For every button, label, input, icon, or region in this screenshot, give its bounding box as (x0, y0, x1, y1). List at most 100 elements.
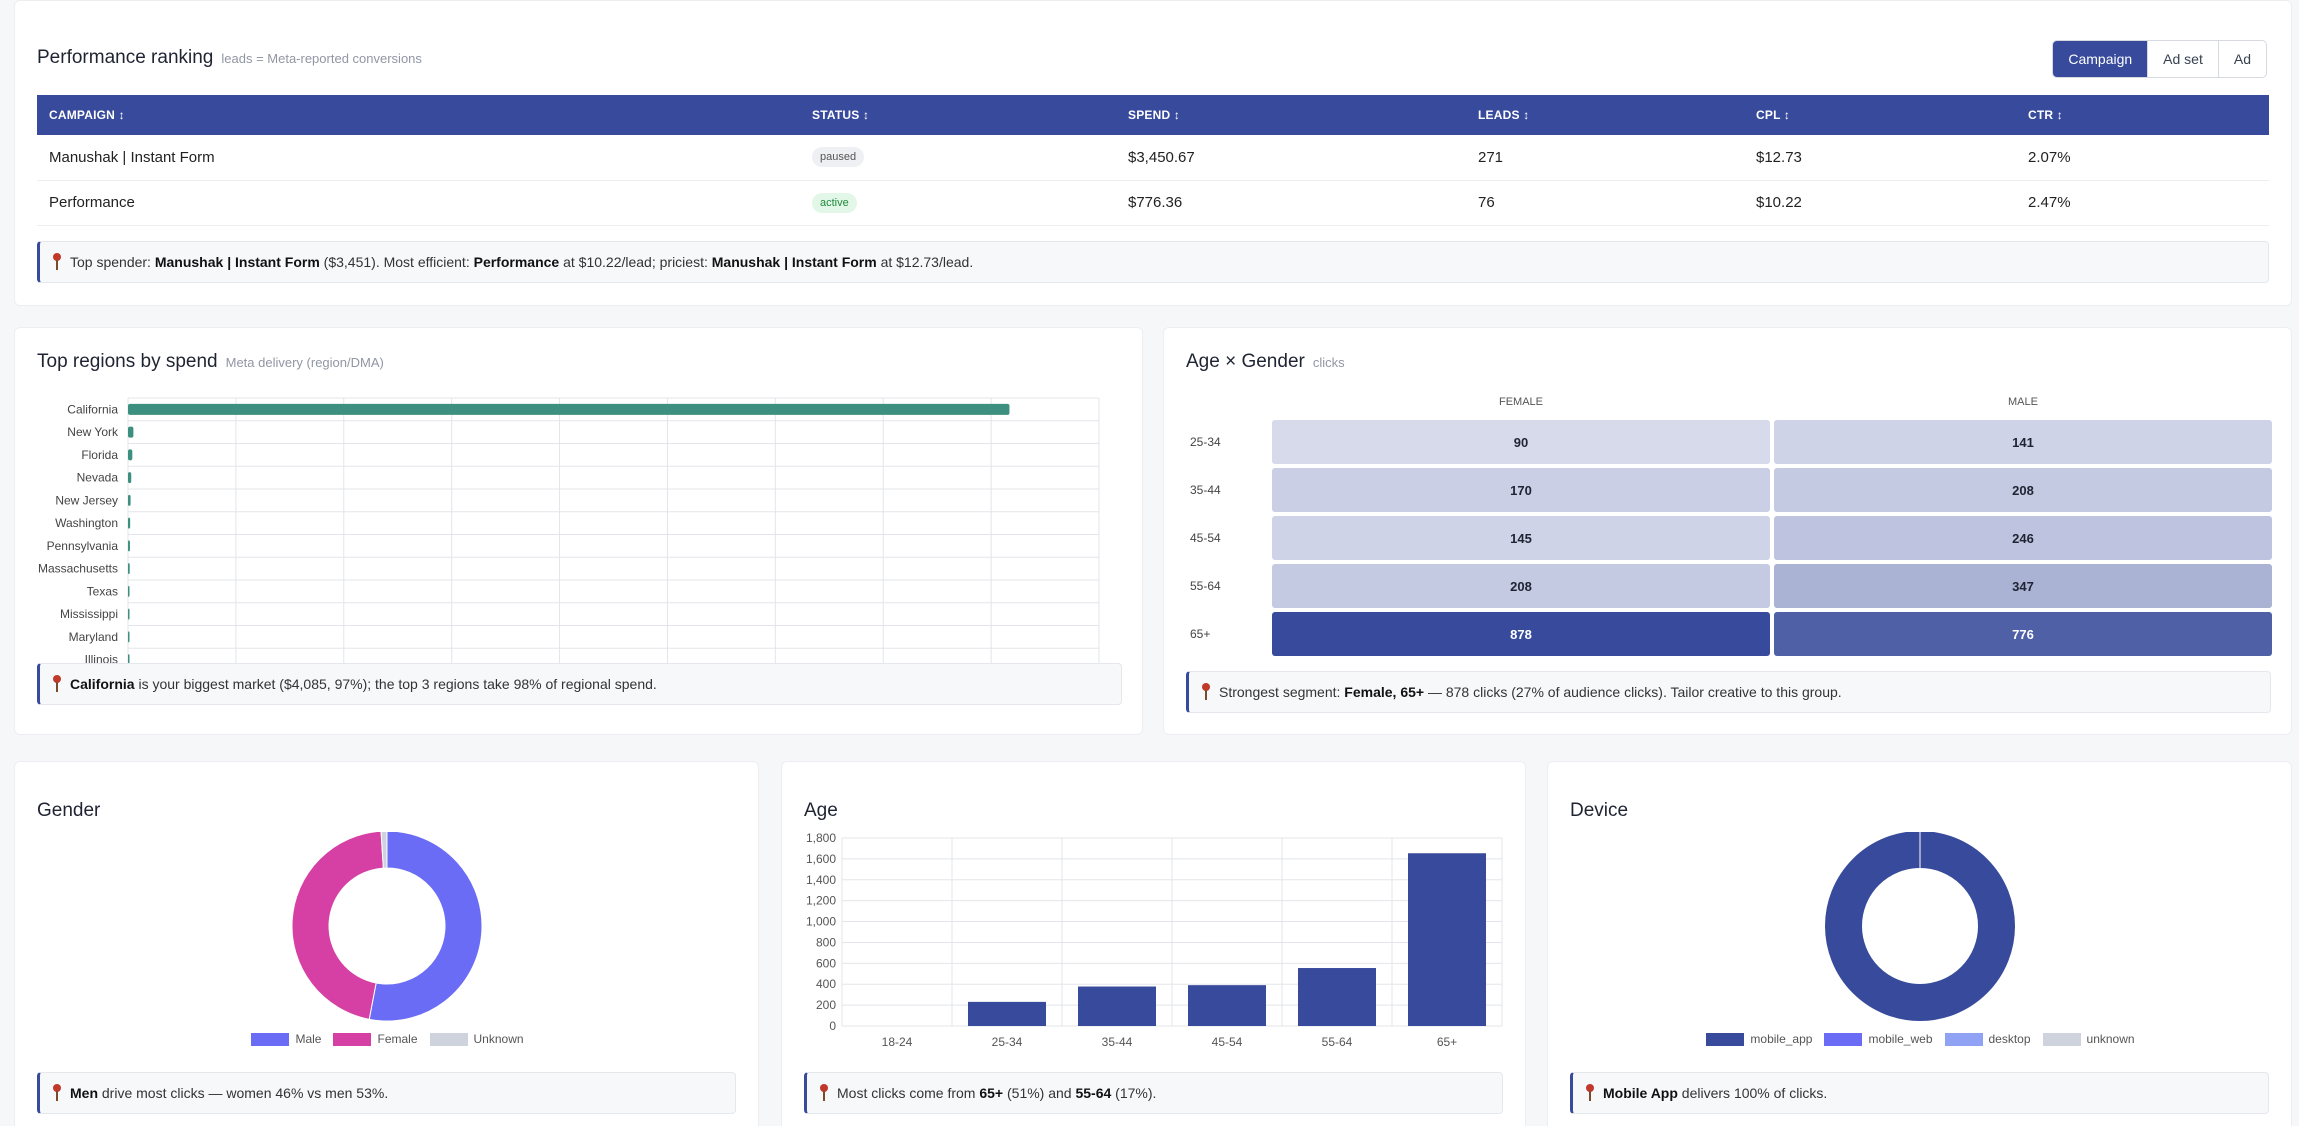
top-regions-card: Top regions by spend Meta delivery (regio… (14, 327, 1143, 735)
heatmap-cell: 878 (1272, 612, 1770, 656)
age-bar-chart: 0 200 400 600 800 1,000 1,200 1,400 1,600 1,800 18… (806, 831, 1503, 1049)
y-tick-label: 600 (816, 956, 836, 970)
y-tick-label: Florida (81, 448, 118, 462)
pin-icon (52, 1084, 62, 1102)
y-tick-label: 1,800 (806, 831, 836, 845)
pin-icon (819, 1084, 829, 1102)
heatmap-row-label: 35-44 (1190, 483, 1221, 497)
y-tick-label: New York (67, 425, 119, 439)
cell-spend: $776.36 (1116, 180, 1466, 226)
legend-swatch (1706, 1032, 1745, 1046)
regions-bar-chart: $0$500$1000$1500$2000$2500$3000$3500$400… (38, 397, 1116, 694)
performance-insight: Top spender: Manushak | Instant Form ($3… (37, 241, 2269, 283)
legend-item[interactable]: desktop (1944, 1032, 2031, 1046)
col-leads[interactable]: LEADS ↕ (1466, 95, 1744, 135)
bar-illinois (128, 654, 130, 666)
cell-leads: 76 (1466, 180, 1744, 226)
insight-text: California is your biggest market ($4,08… (70, 676, 657, 692)
toggle-ad-set[interactable]: Ad set (2147, 41, 2218, 77)
col-ctr[interactable]: CTR ↕ (2016, 95, 2269, 135)
x-tick-label: 35-44 (1102, 1035, 1133, 1049)
y-tick-label: Nevada (77, 471, 119, 485)
table-row[interactable]: Manushak | Instant Form paused $3,450.67… (37, 135, 2269, 181)
bar-california (128, 403, 1010, 415)
bar-new-york (128, 426, 134, 438)
regions-title-text: Top regions by spend (37, 351, 218, 372)
slice-mobile-app (1825, 832, 2015, 1021)
heatmap-cell: 208 (1774, 468, 2272, 512)
heatmap-col-female: FEMALE (1498, 396, 1543, 408)
legend-swatch (2042, 1032, 2081, 1046)
y-tick-label: Mississippi (60, 607, 118, 621)
y-tick-label: Pennsylvania (47, 539, 119, 553)
y-tick-label: 1,600 (806, 852, 836, 866)
cell-cpl: $10.22 (1744, 180, 2016, 226)
insight-text: Men drive most clicks — women 46% vs men… (70, 1085, 389, 1101)
y-tick-label: 1,200 (806, 894, 836, 908)
legend-item[interactable]: Unknown (429, 1032, 524, 1046)
x-tick-label: 55-64 (1322, 1035, 1353, 1049)
legend-item[interactable]: Female (333, 1032, 418, 1046)
heatmap-cell: 145 (1272, 516, 1770, 560)
bar-age-35-44 (1078, 986, 1156, 1026)
y-tick-label: Massachusetts (38, 562, 118, 576)
col-status[interactable]: STATUS ↕ (800, 95, 1116, 135)
age-insight: Most clicks come from 65+ (51%) and 55-6… (804, 1072, 1503, 1114)
y-tick-label: 200 (816, 998, 836, 1012)
insight-text: Top spender: Manushak | Instant Form ($3… (70, 254, 974, 270)
legend-label: Male (295, 1032, 322, 1046)
bar-florida (128, 449, 133, 461)
slice-male (368, 832, 483, 1022)
heatmap-cell: 347 (1774, 564, 2272, 608)
heatmap-cell: 90 (1272, 420, 1770, 464)
gender-title: Gender (37, 800, 101, 821)
heatmap-cell: 208 (1272, 564, 1770, 608)
x-tick-label: 25-34 (992, 1035, 1023, 1049)
performance-ranking-card: Performance ranking leads = Meta-reported… (14, 0, 2292, 306)
device-title: Device (1570, 800, 1629, 821)
slice-unknown (380, 832, 388, 869)
status-badge: active (812, 192, 857, 213)
col-campaign[interactable]: CAMPAIGN ↕ (37, 95, 800, 135)
toggle-ad[interactable]: Ad (2217, 41, 2266, 77)
col-spend[interactable]: SPEND ↕ (1116, 95, 1466, 135)
insight-text: Most clicks come from 65+ (51%) and 55-6… (837, 1085, 1157, 1101)
bar-texas (128, 585, 130, 597)
bar-age-55-64 (1298, 968, 1376, 1026)
y-tick-label: Washington (55, 516, 118, 530)
age-gender-title-text: Age × Gender (1186, 351, 1305, 372)
device-legend: mobile_app mobile_web desktop unknown (1548, 1032, 2293, 1046)
col-cpl[interactable]: CPL ↕ (1744, 95, 2016, 135)
y-tick-label: Texas (87, 584, 118, 598)
legend-item[interactable]: mobile_web (1824, 1032, 1933, 1046)
legend-label: desktop (1988, 1032, 2031, 1046)
heatmap-row-label: 65+ (1190, 627, 1211, 641)
legend-item[interactable]: Male (251, 1032, 321, 1046)
age-title: Age (804, 800, 838, 821)
toggle-campaign[interactable]: Campaign (2053, 41, 2148, 77)
regions-title: Top regions by spend Meta delivery (regio… (37, 351, 384, 373)
performance-title-text: Performance ranking (37, 47, 214, 68)
legend-item[interactable]: unknown (2042, 1032, 2135, 1046)
legend-swatch (1824, 1032, 1863, 1046)
cell-ctr: 2.07% (2016, 135, 2269, 181)
pin-icon (52, 675, 62, 693)
legend-swatch (429, 1032, 468, 1046)
bar-nevada (128, 472, 132, 484)
table-row[interactable]: Performance active $776.36 76 $10.22 2.4… (37, 180, 2269, 226)
cell-cpl: $12.73 (1744, 135, 2016, 181)
heatmap-cell: 141 (1774, 420, 2272, 464)
legend-swatch (333, 1032, 372, 1046)
gender-donut-chart (291, 832, 483, 1022)
status-badge: paused (812, 147, 865, 168)
legend-label: Unknown (473, 1032, 524, 1046)
performance-title: Performance ranking leads = Meta-reported… (37, 47, 422, 69)
legend-item[interactable]: mobile_app (1706, 1032, 1812, 1046)
cell-leads: 271 (1466, 135, 1744, 181)
y-tick-label: California (67, 402, 118, 416)
heatmap-col-male: MALE (2008, 396, 2038, 408)
age-gender-title: Age × Gender clicks (1186, 351, 1345, 373)
y-tick-label: Maryland (69, 630, 118, 644)
bar-pennsylvania (128, 540, 130, 552)
legend-label: mobile_app (1750, 1032, 1813, 1046)
